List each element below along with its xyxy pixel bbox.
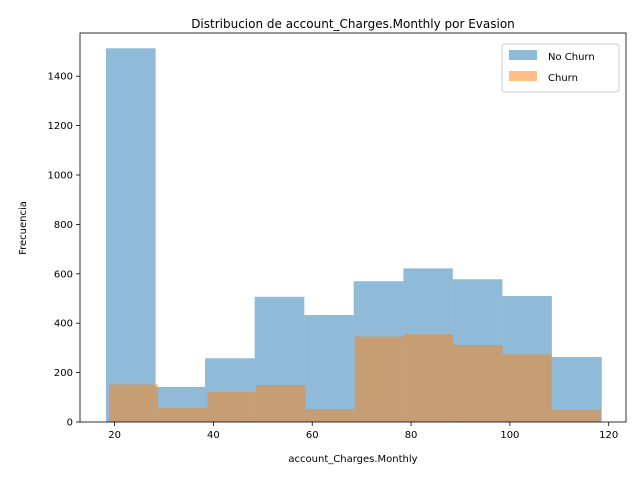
y-tick-label: 400 — [54, 319, 73, 330]
legend-label-no-churn: No Churn — [548, 52, 595, 63]
bar-churn-4 — [256, 384, 306, 422]
x-tick-label: 80 — [405, 430, 418, 441]
bars-layer — [105, 48, 602, 422]
bar-churn-6 — [354, 336, 405, 422]
y-tick-label: 200 — [54, 368, 73, 379]
legend-label-churn: Churn — [548, 73, 578, 84]
x-axis-label: account_Charges.Monthly — [288, 454, 417, 465]
y-axis-label: Frecuencia — [18, 201, 29, 255]
chart-title: Distribucion de account_Charges.Monthly … — [191, 17, 515, 31]
bar-churn-5 — [305, 409, 355, 422]
bar-churn-8 — [453, 344, 503, 422]
y-tick-label: 1200 — [48, 121, 73, 132]
bar-churn-2 — [158, 407, 208, 422]
y-tick-label: 1400 — [48, 72, 73, 83]
legend: No Churn Churn — [501, 43, 620, 93]
x-tick-label: 60 — [306, 430, 319, 441]
bar-churn-3 — [207, 391, 257, 422]
bar-no-churn-5 — [304, 315, 354, 422]
x-ticks: 20 40 60 80 100 120 — [108, 422, 618, 441]
x-tick-label: 120 — [599, 430, 618, 441]
bar-churn-9 — [502, 354, 552, 422]
legend-swatch-churn — [509, 71, 537, 81]
bar-churn-1 — [108, 384, 159, 422]
bar-churn-7 — [404, 334, 454, 422]
y-ticks: 0 200 400 600 800 1000 1200 1400 — [48, 72, 80, 429]
x-tick-label: 100 — [500, 430, 519, 441]
bar-churn-10 — [551, 410, 601, 422]
y-tick-label: 1000 — [48, 171, 73, 182]
x-tick-label: 40 — [207, 430, 220, 441]
axes-frame — [79, 32, 627, 423]
bar-no-churn-1 — [105, 48, 156, 422]
y-tick-label: 0 — [67, 418, 73, 429]
x-tick-label: 20 — [108, 430, 121, 441]
legend-swatch-no-churn — [509, 50, 537, 60]
y-tick-label: 800 — [54, 220, 73, 231]
y-tick-label: 600 — [54, 269, 73, 280]
